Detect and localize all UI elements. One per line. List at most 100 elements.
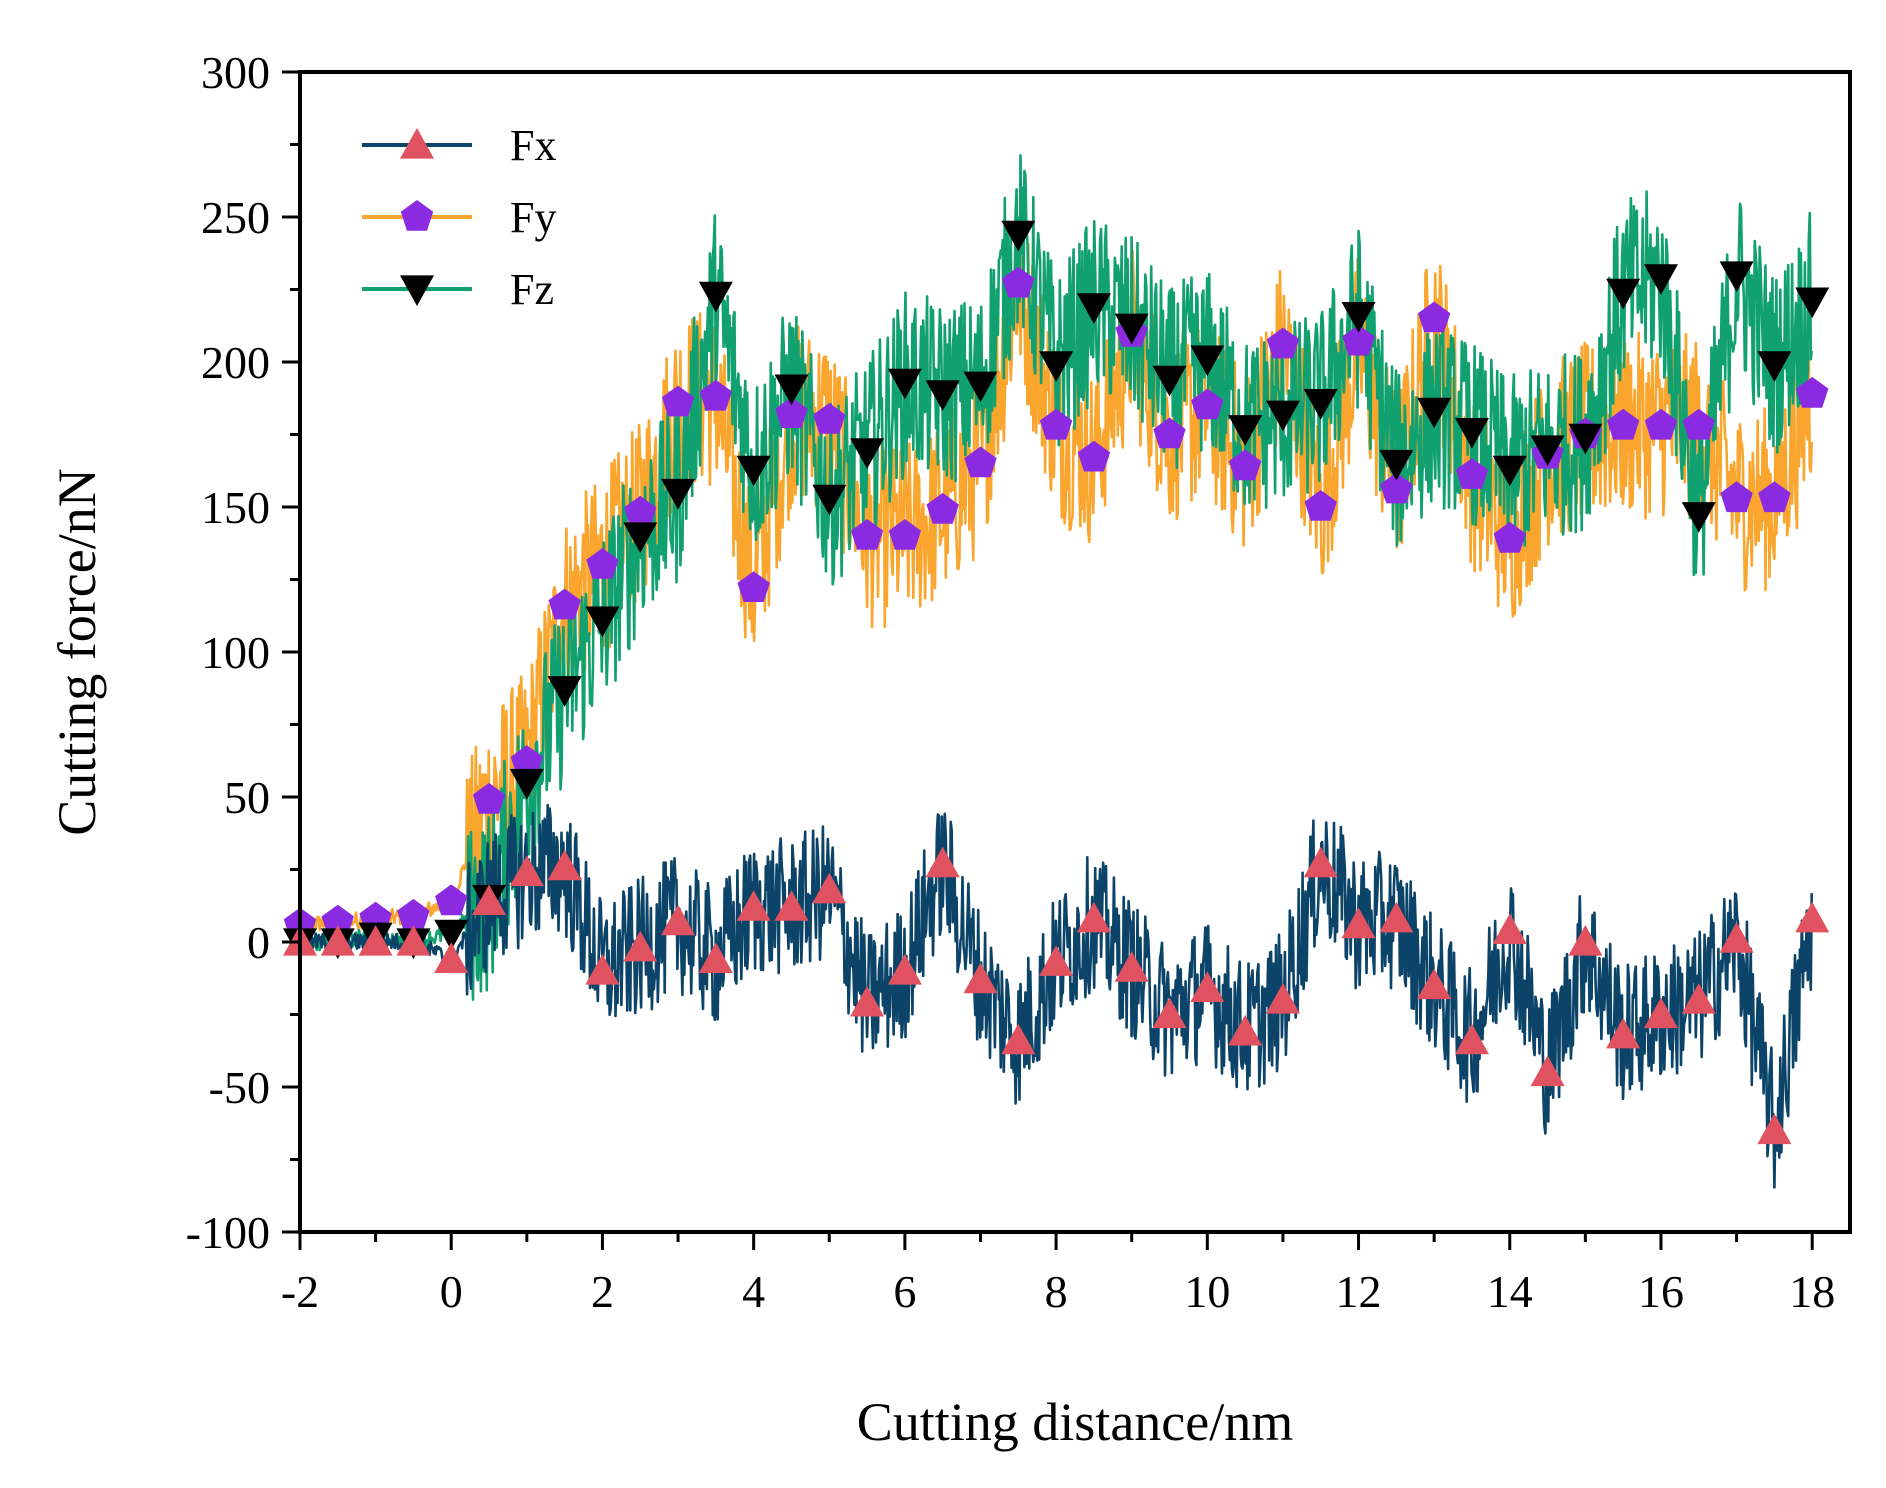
x-tick-label: 10 xyxy=(1184,1266,1230,1317)
marker-fx xyxy=(358,925,393,956)
marker-fz xyxy=(1530,435,1565,466)
marker-fz xyxy=(434,919,469,951)
marker-fx xyxy=(774,890,809,921)
legend-label-fz: Fz xyxy=(510,265,554,314)
marker-fx xyxy=(1719,922,1754,953)
marker-fx xyxy=(1795,901,1830,933)
legend-marker-fx xyxy=(400,128,434,159)
marker-fx xyxy=(509,855,544,886)
marker-fz xyxy=(509,768,544,800)
marker-fz xyxy=(1190,345,1225,377)
marker-fy xyxy=(1153,417,1186,449)
marker-fx xyxy=(585,954,620,985)
marker-fy xyxy=(1039,408,1073,440)
marker-fy xyxy=(397,898,430,930)
marker-fx xyxy=(963,962,998,994)
marker-fz xyxy=(1076,293,1111,324)
marker-fz xyxy=(1606,278,1641,310)
marker-fx xyxy=(320,925,355,956)
axes: -2 0 2 4 6 8 10 12 14 16 18 -100 -50 0 50 100 150 200 250 3… xyxy=(186,47,1836,1317)
marker-fz xyxy=(850,438,885,469)
x-tick-label: 2 xyxy=(591,1266,614,1317)
marker-fy xyxy=(661,385,695,417)
marker-fx xyxy=(1530,1055,1565,1087)
marker-fy xyxy=(472,782,506,814)
x-tick-label: 6 xyxy=(893,1266,916,1317)
marker-fz xyxy=(661,478,696,510)
marker-fx xyxy=(1757,1113,1792,1145)
marker-fz xyxy=(1568,423,1603,455)
marker-fy xyxy=(321,904,354,936)
marker-fz xyxy=(623,522,658,553)
marker-fy xyxy=(699,379,732,411)
marker-fy xyxy=(510,745,543,776)
marker-fy xyxy=(737,571,770,602)
marker-fy xyxy=(1002,266,1035,298)
y-axis-title: Cutting force/nN xyxy=(47,468,107,835)
marker-fy xyxy=(586,548,619,579)
marker-fx xyxy=(850,985,885,1017)
marker-fz xyxy=(1228,415,1263,446)
marker-fx xyxy=(472,884,507,915)
marker-fx xyxy=(698,942,733,973)
marker-fy xyxy=(1229,449,1262,481)
marker-fy xyxy=(1758,481,1791,513)
marker-fz xyxy=(774,374,809,406)
marker-fx xyxy=(925,846,960,878)
marker-fx xyxy=(1681,983,1716,1014)
marker-fx xyxy=(1492,913,1527,944)
marker-fy xyxy=(1342,324,1375,356)
marker-fz xyxy=(1114,313,1149,345)
x-tick-label: 16 xyxy=(1638,1266,1684,1317)
marker-fy xyxy=(435,884,468,916)
marker-fy xyxy=(926,492,959,524)
marker-fz xyxy=(1681,502,1716,533)
marker-fx xyxy=(623,930,658,962)
marker-fx xyxy=(1379,901,1414,933)
marker-fz xyxy=(1643,264,1678,295)
x-tick-label: 12 xyxy=(1336,1266,1382,1317)
marker-fy xyxy=(1380,472,1413,504)
marker-fx xyxy=(1606,1017,1641,1049)
y-tick-label: 100 xyxy=(201,627,270,678)
y-tick-label: 150 xyxy=(201,482,270,533)
marker-fz xyxy=(698,281,733,313)
y-tick-label: 200 xyxy=(201,337,270,388)
legend: Fx Fy Fz xyxy=(362,121,556,314)
marker-fy xyxy=(548,588,581,620)
marker-fy xyxy=(1644,408,1678,440)
marker-fz xyxy=(1795,287,1830,319)
marker-fx xyxy=(1303,846,1338,878)
y-tick-label: 300 xyxy=(201,47,270,98)
marker-fx xyxy=(1076,901,1111,933)
y-tick-label: 50 xyxy=(224,772,270,823)
x-tick-label: -2 xyxy=(281,1266,319,1317)
marker-fy xyxy=(1077,440,1111,472)
marker-fz xyxy=(585,606,620,638)
marker-fz xyxy=(736,455,771,487)
marker-fx xyxy=(1039,945,1074,976)
marker-fy xyxy=(1720,481,1753,513)
marker-fz xyxy=(963,371,998,403)
marker-fx xyxy=(1114,951,1149,982)
y-tick-label: -50 xyxy=(209,1062,270,1113)
y-tick-label: 250 xyxy=(201,192,270,243)
marker-fx xyxy=(812,872,847,904)
marker-fz xyxy=(1039,351,1074,382)
marker-fx xyxy=(1152,997,1187,1029)
x-axis-title: Cutting distance/nm xyxy=(857,1392,1293,1452)
marker-fy xyxy=(1796,376,1829,408)
marker-fx xyxy=(1643,997,1678,1029)
marker-fz xyxy=(1492,455,1527,487)
marker-fy xyxy=(1191,388,1224,420)
marker-fz xyxy=(1303,389,1338,420)
marker-fz xyxy=(887,368,922,400)
marker-fy xyxy=(1493,521,1526,553)
marker-fx xyxy=(1341,907,1376,939)
marker-fz xyxy=(1454,418,1489,449)
y-tick-label: -100 xyxy=(186,1207,270,1258)
marker-fz xyxy=(1341,302,1376,333)
x-tick-label: 14 xyxy=(1487,1266,1533,1317)
marker-fy xyxy=(624,495,657,527)
marker-fz xyxy=(1001,220,1036,252)
